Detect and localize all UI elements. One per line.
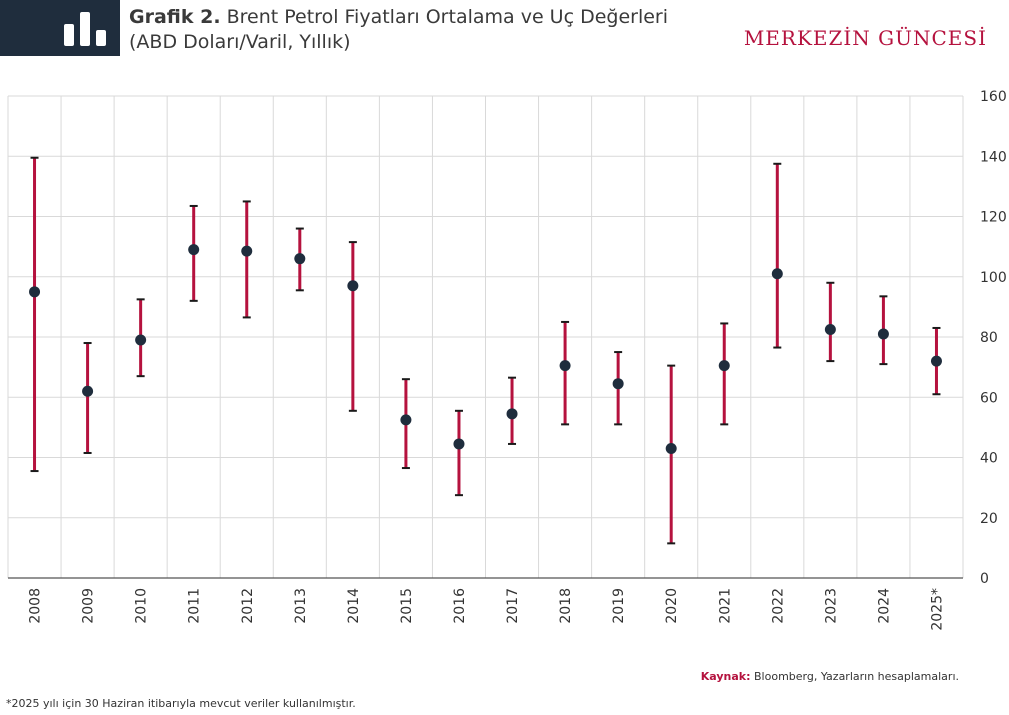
average-point — [188, 244, 200, 256]
y-tick-label: 100 — [980, 270, 1007, 286]
chart-area: 0 20 40 60 80 100 120 140 160 2008 2009 2010 2011 201… — [7, 89, 1007, 631]
chart-subtitle: (ABD Doları/Varil, Yıllık) — [129, 31, 351, 53]
chart-title: Grafik 2. Brent Petrol Fiyatları Ortalam… — [129, 5, 749, 55]
y-tick-label: 0 — [980, 571, 989, 587]
average-point — [612, 378, 624, 390]
average-point — [771, 268, 783, 280]
x-tick-label: 2011 — [187, 588, 203, 624]
average-point — [135, 334, 147, 346]
source-text: Bloomberg, Yazarların hesaplamaları. — [754, 670, 959, 683]
average-point — [347, 280, 359, 292]
average-point — [877, 328, 889, 340]
footnote: *2025 yılı için 30 Haziran itibarıyla me… — [6, 697, 356, 710]
x-tick-label: 2009 — [81, 588, 97, 624]
source-label: Kaynak: — [700, 670, 751, 683]
chart-title-text: Brent Petrol Fiyatları Ortalama ve Uç De… — [226, 6, 669, 28]
average-point — [400, 414, 412, 426]
x-tick-label: 2025* — [929, 588, 945, 631]
x-tick-label: 2012 — [240, 588, 256, 624]
x-tick-label: 2015 — [399, 588, 415, 624]
average-point — [930, 355, 942, 367]
brand-logo-text: MERKEZİN GÜNCESİ — [743, 26, 987, 50]
y-tick-label: 20 — [980, 511, 998, 527]
bar-chart-icon — [64, 12, 106, 46]
average-point — [453, 438, 465, 450]
y-tick-label: 120 — [980, 210, 1007, 226]
average-point — [665, 442, 677, 454]
average-point — [82, 385, 94, 397]
y-tick-label: 60 — [980, 390, 998, 406]
x-tick-label: 2016 — [452, 588, 468, 624]
header-logo — [0, 0, 120, 56]
average-point — [29, 286, 41, 298]
average-point — [718, 360, 730, 372]
x-tick-label: 2020 — [664, 588, 680, 624]
x-tick-label: 2019 — [611, 588, 627, 624]
x-tick-label: 2023 — [823, 588, 839, 624]
x-tick-label: 2017 — [505, 588, 521, 624]
x-tick-label: 2022 — [770, 588, 786, 624]
source-note: Kaynak: Bloomberg, Yazarların hesaplamal… — [701, 670, 959, 683]
x-tick-label: 2010 — [134, 588, 150, 624]
average-point — [506, 408, 518, 420]
x-tick-label: 2013 — [293, 588, 309, 624]
chart-title-label: Grafik 2. — [129, 6, 221, 28]
x-tick-label: 2021 — [717, 588, 733, 624]
x-tick-label: 2014 — [346, 588, 362, 624]
average-point — [824, 323, 836, 335]
x-tick-label: 2018 — [558, 588, 574, 624]
y-tick-label: 140 — [980, 149, 1007, 165]
y-tick-label: 80 — [980, 330, 998, 346]
y-tick-label: 160 — [980, 89, 1007, 105]
x-tick-label: 2008 — [28, 588, 44, 624]
x-tick-label: 2024 — [876, 588, 892, 624]
average-point — [559, 360, 571, 372]
y-tick-label: 40 — [980, 451, 998, 467]
average-point — [294, 253, 306, 265]
average-point — [241, 245, 253, 257]
